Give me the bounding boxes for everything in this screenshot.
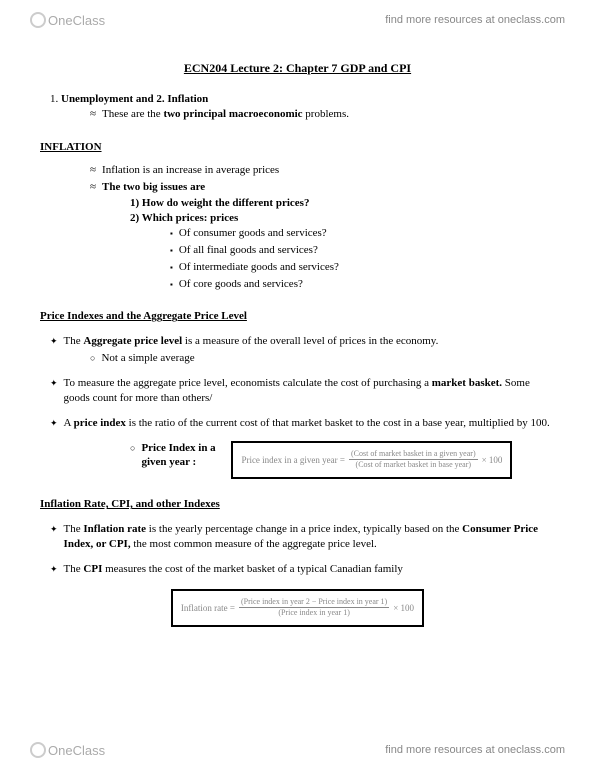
- formula-den: (Cost of market basket in base year): [356, 460, 472, 471]
- diamond-icon: [50, 522, 58, 552]
- rate-formula-lhs: Inflation rate =: [181, 602, 235, 614]
- inflation-s2: Of all final goods and services?: [170, 243, 555, 258]
- intro-bold: Unemployment and 2. Inflation: [61, 93, 208, 105]
- agg-p2-pre: To measure the aggregate price level, ec…: [64, 377, 432, 389]
- approx-icon: [90, 107, 96, 122]
- rate-p2: The CPI measures the cost of the market …: [50, 562, 555, 577]
- square-icon: [170, 260, 173, 275]
- s3-text: Of intermediate goods and services?: [179, 260, 339, 275]
- rate-p1-mid: is the yearly percentage change in a pri…: [146, 523, 462, 535]
- logo-circle-icon: [30, 742, 46, 758]
- agg-p3: A price index is the ratio of the curren…: [50, 416, 555, 431]
- brand-logo: OneClass: [30, 12, 105, 28]
- square-icon: [170, 277, 173, 292]
- agg-p3-bold: price index: [74, 417, 126, 429]
- rate-p1-text: The Inflation rate is the yearly percent…: [64, 522, 555, 552]
- formula-label-text: Price Index in a given year :: [141, 442, 215, 469]
- inflation-b2-text: The two big issues are: [102, 180, 205, 195]
- rate-p2-bold: CPI: [83, 563, 102, 575]
- intro-sub: These are the two principal macroeconomi…: [90, 107, 555, 122]
- inflation-rate-formula-row: Inflation rate = (Price index in year 2 …: [40, 589, 555, 628]
- s2-text: Of all final goods and services?: [179, 243, 318, 258]
- agg-p1-sub: Not a simple average: [90, 351, 555, 366]
- section-rate-heading: Inflation Rate, CPI, and other Indexes: [40, 497, 555, 512]
- rate-p1-pre: The: [64, 523, 84, 535]
- rate-p1-b1: Inflation rate: [83, 523, 146, 535]
- circle-icon: [90, 351, 95, 366]
- s4-text: Of core goods and services?: [179, 277, 303, 292]
- rate-formula-tail: × 100: [393, 602, 414, 614]
- agg-p1-sub-text: Not a simple average: [101, 351, 194, 366]
- square-icon: [170, 243, 173, 258]
- approx-icon: [90, 180, 96, 195]
- agg-p3-post: is the ratio of the current cost of that…: [126, 417, 550, 429]
- rate-formula-den: (Price index in year 1): [278, 608, 350, 619]
- rate-formula-fraction: (Price index in year 2 − Price index in …: [239, 597, 389, 620]
- agg-p1-text: The Aggregate price level is a measure o…: [64, 334, 439, 349]
- agg-p1-post: is a measure of the overall level of pri…: [182, 335, 438, 347]
- rate-p2-post: measures the cost of the market basket o…: [102, 563, 403, 575]
- inflation-q1-text: 1) How do weight the different prices?: [130, 197, 309, 209]
- intro-sub-bold: two principal macroeconomic: [163, 108, 302, 120]
- formula-num: (Cost of market basket in a given year): [349, 449, 478, 461]
- inflation-q1: 1) How do weight the different prices?: [130, 196, 555, 211]
- page-footer: OneClass find more resources at oneclass…: [30, 742, 565, 758]
- page-header: OneClass find more resources at oneclass…: [30, 12, 565, 28]
- rate-p1: The Inflation rate is the yearly percent…: [50, 522, 555, 552]
- agg-p1: The Aggregate price level is a measure o…: [50, 334, 555, 349]
- inflation-rate-formula-box: Inflation rate = (Price index in year 2 …: [171, 589, 424, 628]
- agg-p2-bold: market basket.: [432, 377, 502, 389]
- formula-tail: × 100: [482, 454, 503, 466]
- intro-sub-suf: problems.: [303, 108, 349, 120]
- rate-p2-pre: The: [64, 563, 84, 575]
- s1-text: Of consumer goods and services?: [179, 226, 327, 241]
- agg-p3-text: A price index is the ratio of the curren…: [64, 416, 550, 431]
- footer-tagline: find more resources at oneclass.com: [385, 744, 565, 756]
- formula-label: Price Index in a given year :: [141, 441, 221, 471]
- brand-name-footer: OneClass: [48, 743, 105, 758]
- inflation-b2: The two big issues are: [90, 180, 555, 195]
- document-body: ECN204 Lecture 2: Chapter 7 GDP and CPI …: [40, 60, 555, 627]
- rate-p1-post: the most common measure of the aggregate…: [131, 538, 377, 550]
- inflation-s1: Of consumer goods and services?: [170, 226, 555, 241]
- inflation-q2-text: 2) Which prices: prices: [130, 212, 238, 224]
- rate-formula-num: (Price index in year 2 − Price index in …: [239, 597, 389, 609]
- agg-p3-pre: A: [64, 417, 74, 429]
- diamond-icon: [50, 416, 58, 431]
- inflation-q2: 2) Which prices: prices: [130, 211, 555, 226]
- intro-sub-text: These are the two principal macroeconomi…: [102, 107, 349, 122]
- page-title: ECN204 Lecture 2: Chapter 7 GDP and CPI: [40, 60, 555, 76]
- section-agg-heading: Price Indexes and the Aggregate Price Le…: [40, 309, 555, 324]
- inflation-s3: Of intermediate goods and services?: [170, 260, 555, 275]
- rate-p2-text: The CPI measures the cost of the market …: [64, 562, 403, 577]
- agg-p2-text: To measure the aggregate price level, ec…: [64, 376, 555, 406]
- agg-p2: To measure the aggregate price level, ec…: [50, 376, 555, 406]
- inflation-s4: Of core goods and services?: [170, 277, 555, 292]
- brand-logo-footer: OneClass: [30, 742, 105, 758]
- agg-p1-bold: Aggregate price level: [83, 335, 182, 347]
- intro-line: 1. Unemployment and 2. Inflation: [50, 92, 555, 107]
- brand-name: OneClass: [48, 13, 105, 28]
- diamond-icon: [50, 562, 58, 577]
- intro-sub-pre: These are the: [102, 108, 163, 120]
- diamond-icon: [50, 334, 58, 349]
- agg-p1-pre: The: [64, 335, 84, 347]
- section-inflation-heading: INFLATION: [40, 140, 555, 155]
- approx-icon: [90, 163, 96, 178]
- square-icon: [170, 226, 173, 241]
- price-index-formula-row: Price Index in a given year : Price inde…: [130, 441, 555, 480]
- logo-circle-icon: [30, 12, 46, 28]
- formula-lhs: Price index in a given year =: [241, 454, 345, 466]
- inflation-b1-text: Inflation is an increase in average pric…: [102, 163, 279, 178]
- formula-fraction: (Cost of market basket in a given year) …: [349, 449, 478, 472]
- intro-prefix: 1.: [50, 93, 61, 105]
- header-tagline: find more resources at oneclass.com: [385, 14, 565, 26]
- circle-icon: [130, 441, 135, 471]
- diamond-icon: [50, 376, 58, 406]
- price-index-formula-box: Price index in a given year = (Cost of m…: [231, 441, 512, 480]
- inflation-b1: Inflation is an increase in average pric…: [90, 163, 555, 178]
